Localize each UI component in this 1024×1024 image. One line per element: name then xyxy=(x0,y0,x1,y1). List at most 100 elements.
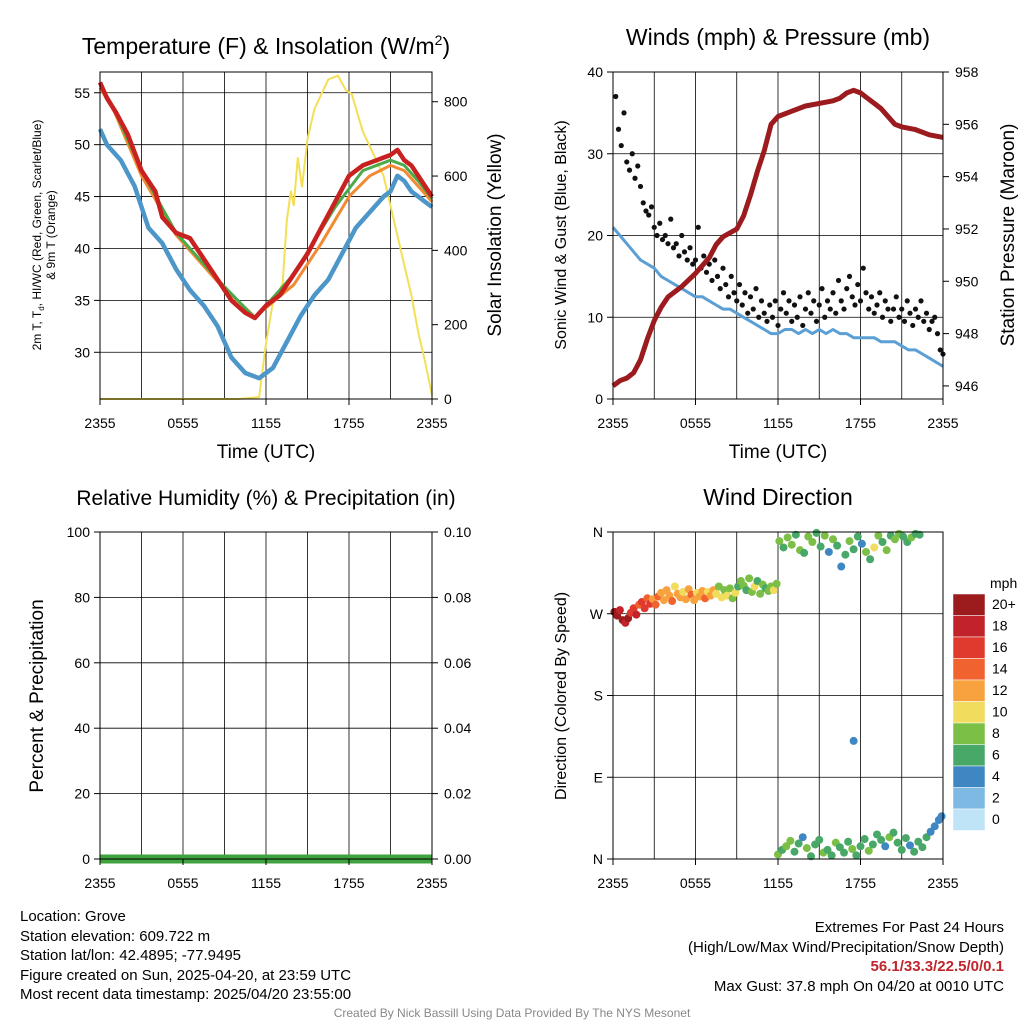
legend-swatch xyxy=(952,787,986,810)
wind-direction-point xyxy=(815,835,824,844)
legend-swatch xyxy=(952,808,986,831)
wind-direction-point xyxy=(772,579,781,588)
gust-point xyxy=(937,347,943,353)
gust-point xyxy=(882,298,888,304)
gust-point xyxy=(624,159,630,165)
gust-point xyxy=(783,310,789,316)
gust-point xyxy=(670,245,677,251)
x-tick-label: 1155 xyxy=(763,875,793,891)
y-tick-label: W xyxy=(590,606,604,622)
gust-point xyxy=(868,294,875,300)
wind-direction-point xyxy=(910,847,919,856)
x-tick-label: 1755 xyxy=(845,875,876,891)
wind-direction-point xyxy=(845,537,854,546)
y2-tick-label: 956 xyxy=(955,116,979,132)
legend-label: 4 xyxy=(992,768,1000,784)
wind-direction-point xyxy=(841,550,850,559)
x-tick-label: 2355 xyxy=(84,415,115,431)
gust-point xyxy=(932,314,938,320)
wind-direction-point xyxy=(756,589,765,598)
y2-tick-label: 954 xyxy=(955,169,979,185)
gust-point xyxy=(703,269,710,275)
gust-point xyxy=(838,298,844,304)
y-tick-label: 30 xyxy=(74,344,90,360)
y-tick-label: 40 xyxy=(74,720,90,736)
y2-tick-label: 0.10 xyxy=(444,524,471,540)
x-tick-label: 2355 xyxy=(927,875,958,891)
wind-direction-point xyxy=(893,838,902,847)
y2-tick-label: 950 xyxy=(955,273,979,289)
extremes-values: 56.1/33.3/22.5/0/0.1 xyxy=(870,958,1004,975)
wind-direction-point xyxy=(802,844,811,853)
wind-direction-point xyxy=(808,537,817,546)
x-tick-label: 1155 xyxy=(251,875,281,891)
gust-point xyxy=(775,322,781,329)
humidity-title: Relative Humidity (%) & Precipitation (i… xyxy=(76,487,455,510)
gust-point xyxy=(879,314,886,320)
wind-direction-point xyxy=(922,833,931,842)
y-tick-label: S xyxy=(594,688,603,704)
wind-direction-point xyxy=(899,532,908,541)
legend-swatch xyxy=(952,593,986,616)
y-tick-label: 20 xyxy=(74,786,90,802)
gust-point xyxy=(626,167,633,173)
wind-direction-point xyxy=(640,604,649,613)
y2-tick-label: 0.00 xyxy=(444,851,471,867)
y-tick-label: 60 xyxy=(74,655,90,671)
gust-point xyxy=(637,183,644,190)
gust-point xyxy=(923,310,930,316)
y-tick-label: 80 xyxy=(74,589,90,605)
wind-direction-panel: Wind Direction 2355 0555 1155 1755 2355 N E S W N… xyxy=(553,484,1017,891)
y-tick-label: 30 xyxy=(587,146,603,162)
wind-direction-point xyxy=(829,535,837,544)
wind-direction-point xyxy=(820,531,829,540)
gust-point xyxy=(681,249,688,255)
temperature-ylabel-line2: & 9m T (Orange) xyxy=(44,190,58,280)
legend-label: 0 xyxy=(992,811,1000,827)
x-tick-label: 2355 xyxy=(597,415,628,431)
temperature-axes: 2355 0555 1155 1755 2355 30 35 40 45 50 55 0 200 400 6… xyxy=(74,85,467,431)
wind-direction-point xyxy=(866,555,875,564)
gust-point xyxy=(643,208,649,214)
y-tick-label: 40 xyxy=(587,64,603,80)
recent-timestamp: Most recent data timestamp: 2025/04/20 2… xyxy=(20,986,352,1003)
wind-direction-point xyxy=(873,830,881,839)
gust-point xyxy=(819,286,825,292)
y-tick-label: 50 xyxy=(74,137,90,153)
gust-point xyxy=(852,302,858,308)
gust-point xyxy=(668,216,674,222)
humidity-grid xyxy=(100,532,432,859)
wind-direction-point xyxy=(915,530,924,539)
legend-label: 16 xyxy=(992,639,1008,655)
temperature-y2label: Solar Insolation (Yellow) xyxy=(485,133,506,336)
wind-direction-point xyxy=(853,532,862,541)
x-tick-label: 1755 xyxy=(845,415,876,431)
gust-point xyxy=(657,220,663,226)
gust-point xyxy=(646,212,652,218)
wind-direction-point xyxy=(862,547,870,556)
wind-direction-point xyxy=(901,834,910,843)
gust-point xyxy=(791,302,798,308)
wind-direction-point xyxy=(868,840,877,849)
y-tick-label: 40 xyxy=(74,240,90,256)
wind-direction-point xyxy=(918,843,927,852)
wind-direction-point xyxy=(790,847,799,856)
gust-point xyxy=(695,224,701,230)
gust-point xyxy=(890,306,897,312)
wind-direction-point xyxy=(775,537,784,546)
wind-direction-point xyxy=(783,533,792,542)
gust-point xyxy=(893,294,899,300)
pressure-line xyxy=(611,87,944,388)
y-tick-label: 10 xyxy=(587,309,603,325)
gust-point xyxy=(921,318,927,324)
wind-direction-point xyxy=(864,846,873,855)
wind-direction-point xyxy=(881,842,890,851)
gust-point xyxy=(772,298,778,304)
gust-point xyxy=(728,273,734,279)
y-tick-label: N xyxy=(593,524,603,540)
temperature-ylabel: 2m T, Td, HI/WC (Red, Green, Scarlet/Blu… xyxy=(30,120,46,351)
gust-point xyxy=(654,232,660,239)
legend-swatch xyxy=(952,722,986,745)
wind-direction-grid xyxy=(613,532,943,859)
